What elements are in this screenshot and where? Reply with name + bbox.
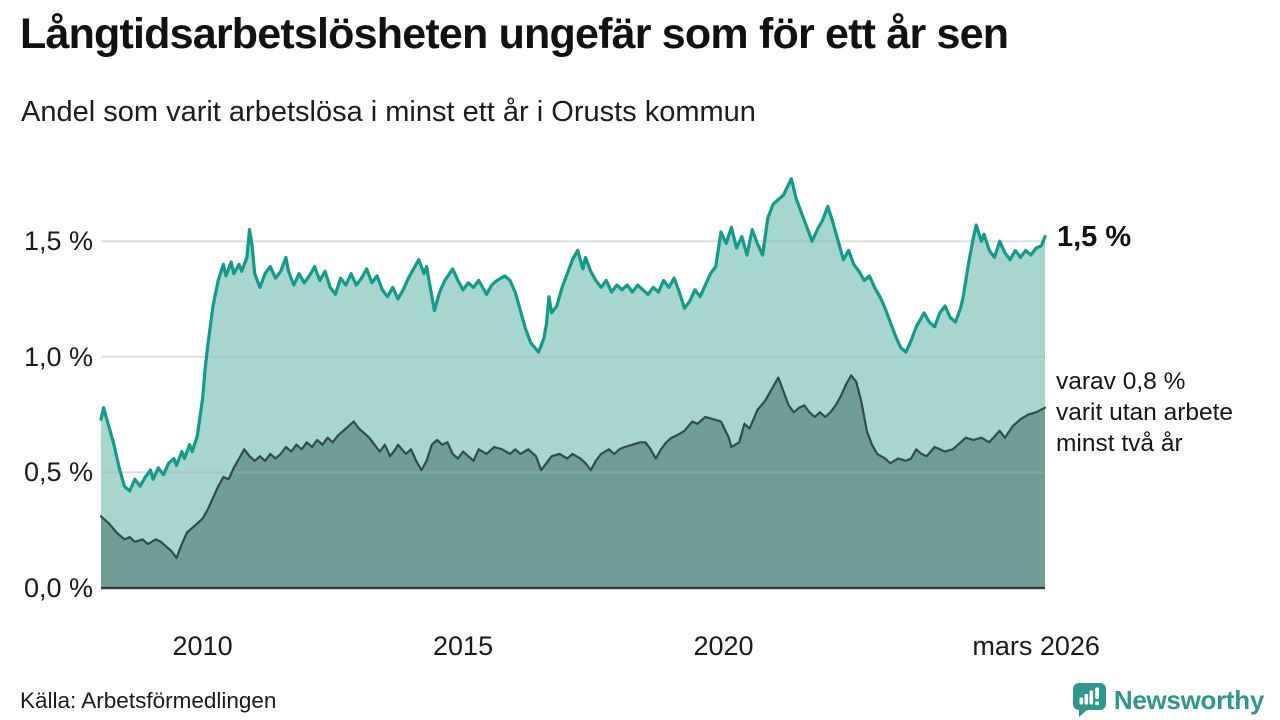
x-tick-label: mars 2026	[972, 631, 1100, 661]
series-line-two-years	[99, 374, 1047, 559]
annotation-line-1: varav 0,8 %	[1056, 368, 1186, 395]
annotation-line-3: minst två år	[1056, 430, 1183, 457]
x-tick-label: 2010	[172, 631, 233, 661]
newsworthy-bubble-chart-icon	[1072, 683, 1106, 717]
series-end-label-total: 1,5 %	[1057, 221, 1132, 253]
series-line-total	[99, 177, 1047, 493]
area-fill-two-years	[101, 375, 1045, 588]
y-tick-label: 0,5 %	[23, 457, 93, 488]
annotation-line-2: varit utan arbete	[1056, 399, 1234, 426]
chart-title: Långtidsarbetslösheten ungefär som för e…	[20, 10, 1009, 58]
newsworthy-logo: Newsworthy	[1072, 683, 1264, 717]
chart-subtitle: Andel som varit arbetslösa i minst ett å…	[21, 96, 756, 128]
x-tick-label: 2020	[693, 631, 754, 661]
x-tick-label: 2015	[433, 631, 494, 661]
y-tick-label: 1,5 %	[23, 226, 93, 257]
y-tick-label: 0,0 %	[23, 573, 93, 603]
y-tick-label: 1,0 %	[23, 341, 93, 372]
newsworthy-wordmark: Newsworthy	[1113, 684, 1264, 715]
series-end-label-two-years: varav 0,8 % varit utan arbete minst två …	[1056, 366, 1233, 459]
source-credit: Källa: Arbetsförmedlingen	[20, 688, 277, 713]
